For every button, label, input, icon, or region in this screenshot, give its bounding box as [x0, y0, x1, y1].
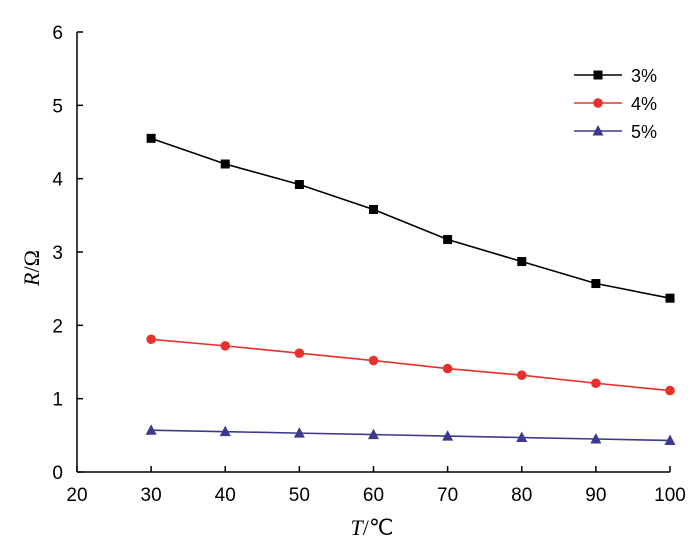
legend-marker — [593, 98, 603, 108]
legend-label: 5% — [631, 122, 657, 142]
data-point — [516, 370, 527, 381]
series-line — [151, 338, 671, 392]
y-tick-label: 5 — [52, 96, 63, 117]
x-axis-variable: T — [350, 515, 364, 540]
x-tick-label: 40 — [215, 485, 236, 506]
data-point — [146, 133, 156, 143]
data-point — [516, 431, 528, 443]
data-point — [591, 279, 601, 289]
y-axis-unit: /Ω — [19, 250, 44, 272]
series-layer — [145, 133, 676, 445]
series-line — [151, 429, 671, 442]
ticks: 20 30 40 50 60 70 80 90 100 0 1 2 3 4 5 6 — [52, 23, 685, 506]
data-point — [442, 430, 454, 441]
data-point — [443, 235, 453, 245]
y-tick-label: 1 — [52, 390, 63, 411]
x-axis-title: T/℃ — [350, 515, 393, 540]
y-tick-label: 3 — [52, 243, 63, 264]
data-point — [146, 334, 156, 345]
data-point — [590, 433, 602, 444]
axes — [76, 32, 670, 473]
legend-item: 5% — [574, 122, 657, 142]
data-point — [442, 363, 453, 374]
x-tick-label: 20 — [66, 485, 87, 506]
data-point — [665, 385, 675, 396]
data-point — [220, 341, 231, 351]
data-point — [664, 434, 676, 445]
legend-marker — [592, 125, 604, 136]
legend: 3% 4% 5% — [574, 66, 657, 142]
data-point — [517, 257, 527, 267]
x-tick-label: 60 — [363, 485, 384, 506]
y-tick-label: 6 — [52, 23, 63, 44]
legend-label: 4% — [631, 94, 657, 114]
data-point — [293, 427, 305, 438]
data-point — [294, 348, 305, 359]
data-point — [591, 378, 601, 389]
series-1 — [146, 133, 675, 303]
legend-label: 3% — [631, 66, 657, 86]
legend-item: 3% — [574, 66, 657, 86]
data-point — [368, 355, 379, 366]
series-3 — [145, 424, 676, 445]
y-tick-label: 2 — [52, 316, 63, 337]
x-tick-label: 30 — [141, 485, 162, 506]
data-point — [369, 204, 378, 214]
series-line — [150, 137, 671, 299]
x-tick-label: 80 — [511, 485, 532, 506]
y-axis-title: R/Ω — [19, 250, 44, 287]
x-tick-label: 70 — [437, 485, 458, 506]
y-tick-label: 4 — [52, 170, 63, 191]
data-point — [665, 293, 675, 303]
legend-marker — [593, 70, 603, 80]
series-2 — [146, 334, 675, 396]
data-point — [219, 425, 231, 437]
y-axis-variable: R — [19, 272, 44, 287]
y-tick-label: 0 — [52, 463, 63, 484]
x-tick-label: 50 — [289, 485, 310, 506]
x-tick-label: 90 — [585, 485, 606, 506]
legend-item: 4% — [574, 94, 657, 114]
x-axis-unit: /℃ — [363, 515, 394, 540]
data-point — [294, 180, 304, 190]
data-point — [220, 159, 230, 169]
data-point — [368, 428, 379, 440]
x-tick-label: 100 — [654, 485, 686, 506]
data-point — [145, 424, 157, 435]
